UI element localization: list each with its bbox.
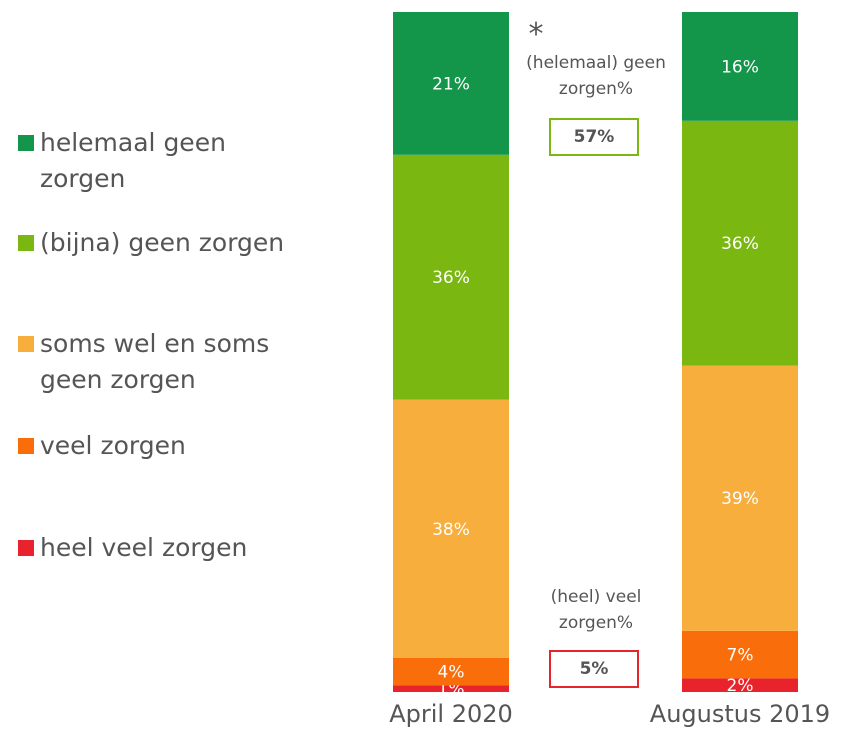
bar-segment	[682, 12, 798, 121]
legend-item: (bijna) geen zorgen	[18, 225, 310, 261]
legend-label: (bijna) geen zorgen	[40, 228, 285, 257]
bar-segment	[682, 120, 798, 366]
legend-swatch	[18, 135, 34, 151]
legend-swatch	[18, 336, 34, 352]
legend-item: veel zorgen	[18, 428, 310, 464]
bar-segment	[682, 365, 798, 631]
value-label: 36%	[432, 268, 470, 288]
legend-label: veel zorgen	[40, 431, 186, 460]
legend-swatch	[18, 235, 34, 251]
bar-segment	[393, 399, 509, 658]
x-tick-label: April 2020	[389, 700, 513, 728]
legend-label: heel veel zorgen	[40, 533, 248, 562]
legend-label: soms wel en soms geen zorgen	[40, 329, 270, 394]
value-label: 2%	[727, 676, 754, 696]
value-label: 39%	[721, 489, 759, 509]
value-label: 38%	[432, 520, 470, 540]
legend-item: heel veel zorgen	[18, 530, 310, 566]
legend-label: helemaal geen zorgen	[40, 128, 226, 193]
value-label: 7%	[727, 646, 754, 666]
value-label: 16%	[721, 57, 759, 77]
legend-item: soms wel en soms geen zorgen	[18, 326, 310, 398]
bar-segment	[682, 630, 798, 679]
value-label: 36%	[721, 234, 759, 254]
value-label: 21%	[432, 74, 470, 94]
asterisk: *	[528, 17, 544, 52]
bar-segment	[393, 658, 509, 686]
legend-swatch	[18, 540, 34, 556]
bar-segment	[393, 154, 509, 400]
bar-segment	[682, 678, 798, 692]
bar-segment	[393, 12, 509, 155]
bottom-annotation: (heel) veel zorgen%	[550, 587, 642, 633]
bar-segment	[393, 685, 509, 692]
bottom-value-box: 5%	[549, 650, 639, 688]
legend-item: helemaal geen zorgen	[18, 125, 310, 197]
value-label: 4%	[438, 663, 465, 683]
x-tick-label: Augustus 2019	[649, 700, 831, 728]
top-value-box: 57%	[549, 118, 639, 156]
legend-swatch	[18, 438, 34, 454]
top-annotation: (helemaal) geen zorgen%	[526, 53, 666, 99]
